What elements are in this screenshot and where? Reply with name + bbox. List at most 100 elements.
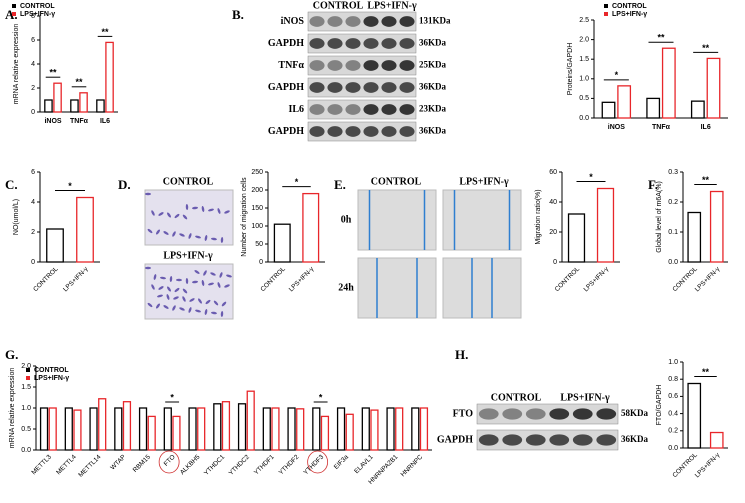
- blot-band: [525, 434, 546, 446]
- blot-label: GAPDH: [268, 126, 304, 137]
- blot-band: [345, 60, 361, 71]
- y-tick-label: 0.5: [21, 426, 31, 433]
- bar: [567, 213, 586, 263]
- image-label: 0h: [341, 214, 352, 225]
- cell: [210, 272, 216, 276]
- legend-swatch: [12, 12, 16, 16]
- significance-label: *: [68, 181, 72, 191]
- blot-size: 131KDa: [419, 16, 451, 26]
- blot-label: FTO: [453, 408, 474, 419]
- blot-band: [478, 408, 499, 420]
- blot-band: [363, 60, 379, 71]
- y-tick-label: 6: [31, 169, 35, 176]
- cell: [188, 307, 192, 313]
- x-tick-label: RBM15: [132, 453, 153, 474]
- x-tick-label: iNOS: [608, 124, 625, 131]
- y-tick-label: 0: [553, 259, 557, 266]
- scratch-image: [442, 189, 522, 251]
- significance-label: **: [702, 175, 710, 185]
- cell: [153, 274, 157, 280]
- panel-label: A.: [5, 7, 18, 22]
- y-tick-label: 150: [251, 205, 263, 212]
- cell: [166, 294, 170, 300]
- y-tick-label: 0.0: [579, 115, 589, 122]
- blot-label: GAPDH: [268, 38, 304, 49]
- cell: [201, 280, 205, 286]
- panel-label: G.: [5, 347, 18, 362]
- cell: [192, 206, 198, 210]
- highlight-circle: [307, 450, 329, 474]
- blot-band: [399, 60, 415, 71]
- cell: [145, 266, 151, 270]
- y-tick-label: 2.0: [21, 363, 31, 370]
- cell: [167, 212, 171, 218]
- group-label: LPS+IFN-γ: [560, 392, 610, 403]
- bar: [188, 407, 197, 451]
- y-tick-label: 40: [549, 199, 557, 206]
- cell: [158, 212, 164, 216]
- blot-band: [399, 82, 415, 93]
- significance-label: *: [170, 392, 174, 402]
- y-tick-label: 0.1: [668, 229, 678, 236]
- x-tick-label: EIF3a: [333, 453, 350, 470]
- bar: [687, 382, 702, 449]
- bar: [53, 82, 62, 113]
- y-tick-label: 0.6: [668, 393, 678, 400]
- legend-swatch: [12, 4, 16, 8]
- y-tick-label: 100: [251, 223, 263, 230]
- x-tick-label: LPS+IFN-γ: [62, 265, 90, 293]
- bar: [395, 407, 404, 451]
- cell: [185, 278, 189, 284]
- bar: [411, 407, 420, 451]
- cell: [201, 206, 205, 212]
- bar: [48, 407, 57, 451]
- x-tick-label: YTHDC2: [228, 453, 252, 477]
- blot-label: TNFα: [278, 60, 304, 71]
- bar: [273, 223, 291, 263]
- bar: [345, 413, 354, 451]
- bar: [312, 407, 321, 451]
- cell: [224, 210, 230, 214]
- cell: [226, 274, 232, 278]
- y-axis-label: Migration ratio(%): [535, 189, 542, 244]
- group-label: LPS+IFN-γ: [367, 0, 417, 11]
- y-tick-label: 4: [31, 61, 35, 68]
- cell: [151, 210, 155, 216]
- panel-label: H.: [455, 347, 468, 362]
- image-label: LPS+IFN-γ: [459, 176, 509, 187]
- significance-label: **: [101, 27, 109, 37]
- x-tick-label: WTAP: [109, 454, 127, 472]
- x-tick-label: LPS+IFN-γ: [583, 265, 611, 293]
- blot-band: [399, 38, 415, 49]
- x-tick-label: METTL3: [30, 453, 53, 476]
- cell: [179, 307, 185, 311]
- legend-label: CONTROL: [34, 367, 69, 374]
- panel-label: F.: [648, 177, 658, 192]
- y-tick-label: 4: [31, 199, 35, 206]
- blot-band: [327, 60, 343, 71]
- y-tick-label: 8: [31, 13, 35, 20]
- bar: [147, 415, 156, 451]
- cell: [198, 298, 202, 304]
- blot-label: GAPDH: [268, 82, 304, 93]
- cell: [147, 302, 153, 308]
- y-tick-label: 2.0: [579, 36, 589, 43]
- bar: [709, 190, 724, 263]
- y-axis-label: Proteins/GAPDH: [567, 43, 574, 96]
- blot-band: [327, 82, 343, 93]
- bar: [690, 100, 705, 119]
- x-tick-label: ALKBH5: [179, 453, 202, 476]
- image-label: CONTROL: [163, 176, 214, 187]
- bar: [336, 407, 346, 451]
- cell: [174, 287, 180, 293]
- cell: [169, 276, 173, 282]
- bar: [39, 407, 49, 451]
- x-tick-label: TNFα: [652, 124, 671, 131]
- y-tick-label: 0.3: [668, 169, 678, 176]
- blot-band: [363, 38, 379, 49]
- blot-band: [345, 82, 361, 93]
- blot-band: [381, 104, 397, 115]
- blot-band: [309, 126, 325, 137]
- significance-label: **: [657, 33, 665, 43]
- significance-label: **: [49, 68, 57, 78]
